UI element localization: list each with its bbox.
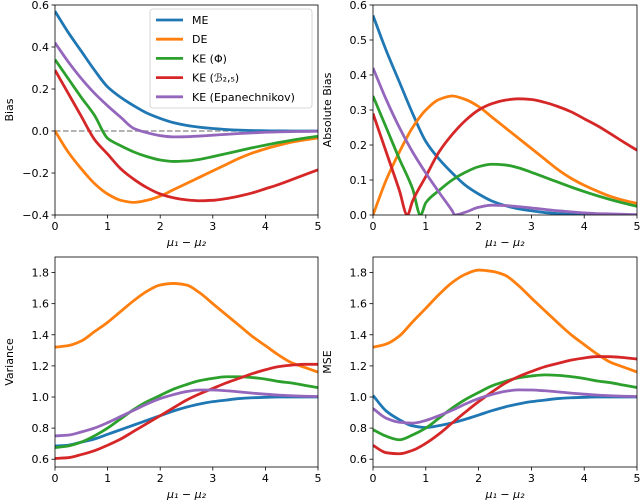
series-line-ke [373, 373, 637, 442]
y-axis-label: MSE [321, 350, 334, 373]
x-tick-label: 3 [528, 220, 535, 233]
legend-box [149, 8, 313, 109]
legend-entry: KE (Epanechnikov) [192, 91, 295, 104]
y-axis-label: Bias [3, 98, 16, 121]
series-line-ke-epanechnikov [373, 388, 637, 425]
series-line-ke [373, 95, 637, 215]
y-axis-label: Absolute Bias [321, 72, 334, 147]
x-axis-label: μ₁ − μ₂ [484, 236, 525, 249]
series-line-ke [55, 362, 318, 460]
y-tick-label: 0.6 [350, 453, 368, 466]
x-tick-label: 2 [475, 472, 482, 485]
x-tick-label: 5 [315, 472, 322, 485]
x-tick-label: 1 [104, 472, 111, 485]
y-tick-label: 1.6 [350, 298, 368, 311]
x-tick-label: 1 [104, 220, 111, 233]
x-tick-label: 2 [157, 472, 164, 485]
series-line-me [55, 395, 318, 448]
series-line-ke [55, 375, 318, 449]
x-tick-label: 5 [315, 220, 322, 233]
x-tick-label: 5 [634, 472, 640, 485]
series-line-ke [373, 355, 637, 456]
panel-bias: 0 1 2 3 4 5 −0.4 −0.2 0.0 0.2 0.4 0.6 μ₁ − μ₂ Bias ME D… [3, 0, 322, 249]
series-line-de [373, 94, 637, 215]
axes-frame [372, 256, 638, 468]
x-tick-label: 3 [209, 220, 216, 233]
legend-entry: KE (ℬ₂,₅) [192, 72, 239, 85]
y-tick-label: 1.6 [32, 298, 50, 311]
legend-entry: KE (Φ) [192, 52, 227, 65]
y-tick-label: 0.3 [350, 104, 368, 117]
series-line-de [55, 282, 318, 374]
y-tick-label: 0.6 [32, 453, 50, 466]
series-line-ke [373, 97, 637, 215]
x-tick-label: 5 [634, 220, 640, 233]
y-tick-label: 0.6 [350, 0, 368, 12]
y-axis-label: Variance [3, 338, 16, 386]
x-tick-label: 0 [52, 220, 59, 233]
x-tick-label: 3 [528, 472, 535, 485]
x-axis-label: μ₁ − μ₂ [484, 488, 525, 501]
axes-frame [54, 4, 319, 216]
y-tick-label: 1.2 [32, 360, 50, 373]
panel-mse: 0 1 2 3 4 5 0.6 0.8 1.0 1.2 1.4 1.6 1.8 μ₁ − μ₂ MSE [321, 256, 640, 501]
y-tick-label: 1.8 [32, 267, 50, 280]
x-tick-label: 0 [370, 220, 377, 233]
y-tick-label: 0.6 [32, 0, 50, 12]
legend: ME DE KE (Φ) KE (ℬ₂,₅) KE (Epanechnikov) [149, 8, 313, 109]
y-tick-label: −0.2 [22, 167, 49, 180]
series-group [373, 15, 637, 215]
series-line-ke-epanechnikov [55, 388, 318, 438]
y-tick-label: 1.0 [32, 391, 50, 404]
y-tick-label: 0.4 [32, 41, 50, 54]
series-line-ke-epanechnikov [373, 67, 637, 215]
x-tick-label: 4 [581, 220, 588, 233]
legend-entry: DE [192, 33, 207, 46]
x-tick-label: 2 [157, 220, 164, 233]
axes-frame [372, 4, 638, 216]
series-line-de [55, 130, 318, 204]
x-tick-label: 1 [422, 472, 429, 485]
x-tick-label: 3 [209, 472, 216, 485]
y-tick-label: 0.5 [350, 34, 368, 47]
y-tick-label: 0.8 [32, 422, 50, 435]
legend-entry: ME [192, 14, 208, 27]
series-group [55, 282, 318, 460]
panel-variance: 0 1 2 3 4 5 0.6 0.8 1.0 1.2 1.4 1.6 1.8 μ₁ − μ₂ Varian… [3, 256, 322, 501]
y-tick-label: 0.0 [32, 125, 50, 138]
y-tick-label: 0.1 [350, 174, 368, 187]
x-tick-label: 0 [52, 472, 59, 485]
x-tick-label: 2 [475, 220, 482, 233]
series-group [55, 10, 318, 204]
series-group [373, 268, 637, 456]
x-axis-label: μ₁ − μ₂ [166, 488, 207, 501]
y-tick-label: 0.2 [350, 139, 368, 152]
x-tick-label: 4 [262, 472, 269, 485]
y-tick-label: 0.8 [350, 422, 368, 435]
y-tick-label: 0.4 [350, 69, 368, 82]
y-tick-label: 1.2 [350, 360, 368, 373]
x-axis-label: μ₁ − μ₂ [166, 236, 207, 249]
series-line-ke [55, 58, 318, 163]
axes-frame [54, 256, 319, 468]
y-tick-label: 1.8 [350, 267, 368, 280]
y-tick-label: 0.2 [32, 83, 50, 96]
y-tick-label: 1.4 [350, 329, 368, 342]
panel-absolute-bias: 0 1 2 3 4 5 0.0 0.1 0.2 0.3 0.4 0.5 0.6 μ₁ − μ₂ Absolu… [321, 0, 640, 249]
series-line-ke-epanechnikov [55, 42, 318, 139]
series-line-me [373, 394, 637, 429]
series-line-de [373, 268, 637, 374]
y-tick-label: 1.4 [32, 329, 50, 342]
x-tick-label: 4 [581, 472, 588, 485]
series-line-ke [55, 69, 318, 203]
y-tick-label: 1.0 [350, 391, 368, 404]
x-tick-label: 1 [422, 220, 429, 233]
y-tick-label: −0.4 [22, 209, 49, 222]
x-tick-label: 4 [262, 220, 269, 233]
y-tick-label: 0.0 [350, 209, 368, 222]
x-tick-label: 0 [370, 472, 377, 485]
